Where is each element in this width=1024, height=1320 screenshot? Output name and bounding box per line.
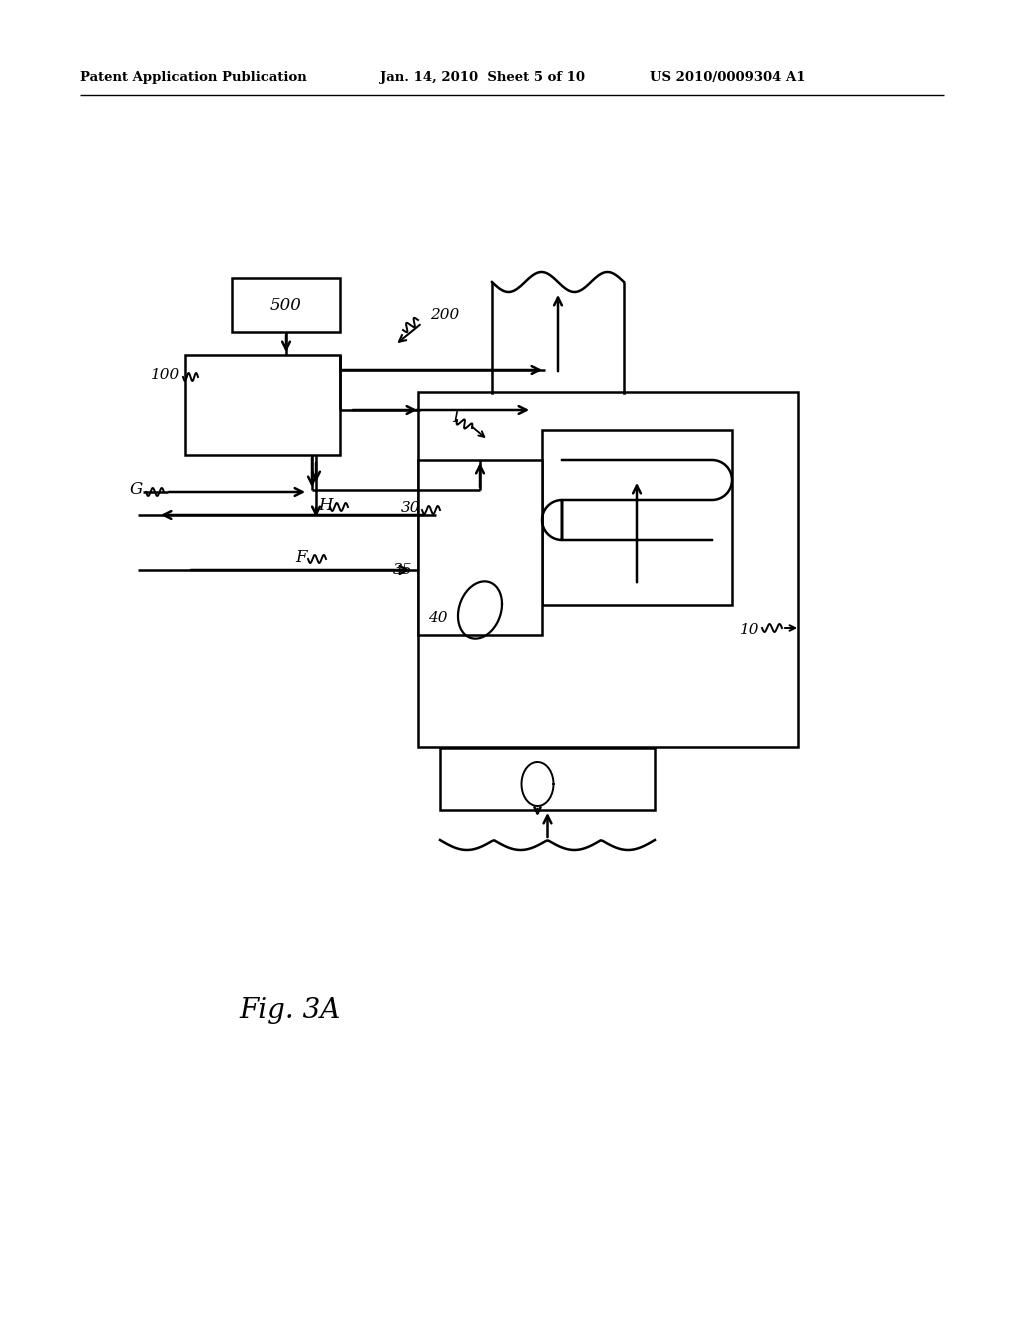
Bar (418, 392, 798, 747)
Text: G: G (130, 482, 143, 499)
Bar (440, 748, 655, 810)
Bar (232, 279, 340, 333)
Text: Patent Application Publication: Patent Application Publication (80, 71, 307, 84)
Bar (542, 430, 732, 605)
Text: F: F (295, 549, 306, 565)
Text: US 2010/0009304 A1: US 2010/0009304 A1 (650, 71, 806, 84)
Text: H: H (318, 496, 333, 513)
Bar (185, 355, 340, 455)
Bar (418, 459, 542, 635)
Text: 40: 40 (428, 611, 449, 624)
Text: 500: 500 (270, 297, 302, 314)
Text: 100: 100 (151, 368, 180, 381)
Text: I: I (452, 409, 459, 426)
Text: 200: 200 (430, 308, 459, 322)
Text: 30: 30 (400, 502, 420, 515)
Text: 10: 10 (740, 623, 760, 638)
Text: Jan. 14, 2010  Sheet 5 of 10: Jan. 14, 2010 Sheet 5 of 10 (380, 71, 585, 84)
Text: Fig. 3A: Fig. 3A (240, 997, 341, 1023)
Text: 35: 35 (392, 564, 412, 577)
